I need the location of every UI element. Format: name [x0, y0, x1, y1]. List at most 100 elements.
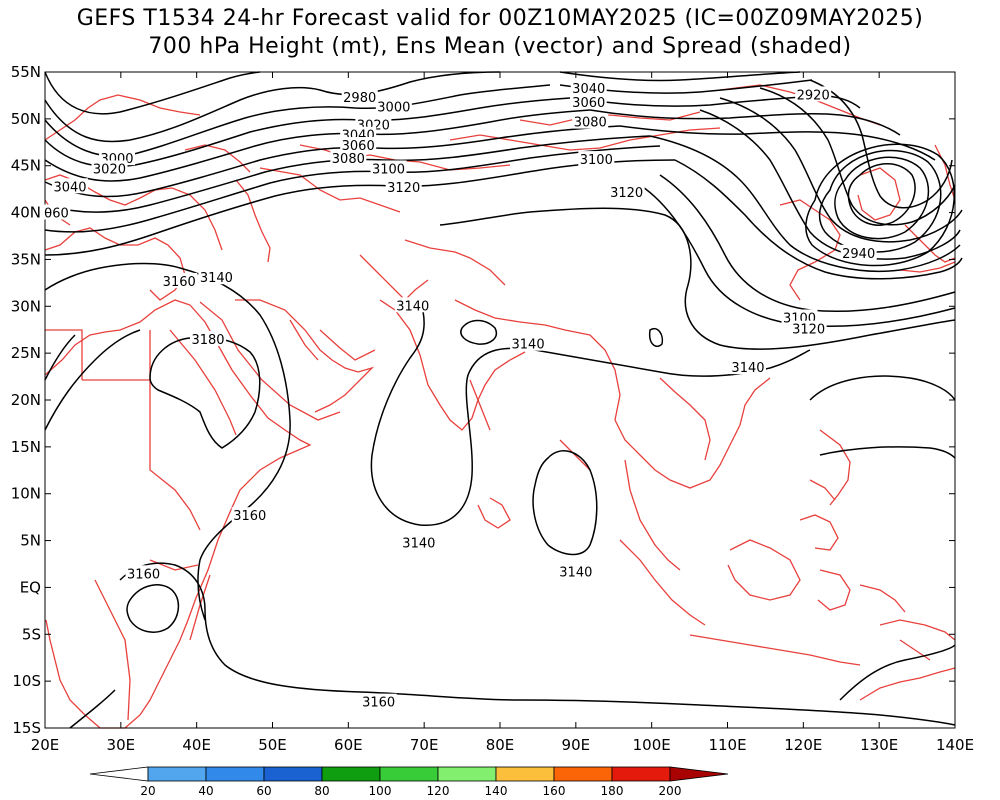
contour-label-bg	[340, 137, 377, 153]
colorbar-label: 80	[314, 784, 329, 798]
contour-label: 3160	[362, 696, 395, 711]
colorbar-label: 20	[140, 784, 155, 798]
colorbar-swatch	[379, 766, 439, 782]
contour-label: 3060	[572, 96, 605, 111]
contour-label-bg	[608, 183, 645, 199]
lon-label: 20E	[31, 736, 60, 754]
contour-label-bg	[570, 79, 607, 95]
lat-label: 50N	[11, 110, 41, 128]
contour-label-bg	[231, 507, 268, 523]
contour-label: 3000	[377, 101, 410, 116]
spread-colorbar: 20 40 60 80 100 120 140 160 180 200	[89, 766, 729, 798]
lat-label: 15N	[11, 438, 41, 456]
contour-label-bg	[578, 151, 615, 167]
colorbar-label: 160	[543, 784, 566, 798]
contour-label: 2920	[797, 88, 830, 103]
colorbar-label: 140	[485, 784, 508, 798]
lat-label: 20N	[11, 391, 41, 409]
lat-label: 10S	[12, 672, 41, 690]
colorbar-swatch	[321, 766, 381, 782]
lon-label: 40E	[182, 736, 211, 754]
contour-label: 3180	[191, 333, 224, 348]
contour-label-bg	[795, 86, 832, 102]
contour-label: 2980	[343, 91, 376, 106]
contour-label-bg	[42, 204, 71, 220]
chart-title: GEFS T1534 24-hr Forecast valid for 00Z1…	[76, 6, 924, 31]
contour-label: 3040	[53, 180, 86, 195]
contour-label-bg	[341, 89, 378, 105]
contour-label: 3120	[387, 181, 420, 196]
contour-label-bg	[91, 160, 128, 176]
contour-label-bg	[370, 160, 407, 176]
contour-label-bg	[400, 534, 437, 550]
contour-label: 3100	[372, 162, 405, 177]
colorbar-swatch	[611, 766, 671, 782]
lat-label: 35N	[11, 250, 41, 268]
contour-label-bg	[375, 98, 412, 114]
lon-label: 130E	[860, 736, 898, 754]
lon-label: 30E	[107, 736, 136, 754]
lat-label: 25N	[11, 344, 41, 362]
contour-label-bg	[557, 563, 594, 579]
colorbar-arrow-high	[669, 766, 729, 782]
height-contours-layer	[44, 71, 963, 729]
contour-labels: 2980300030203040306030803100312030003020…	[42, 79, 877, 711]
contour-label: 3120	[792, 323, 825, 338]
contour-label-bg	[161, 272, 198, 288]
lon-label: 50E	[258, 736, 287, 754]
contour-label-bg	[330, 150, 367, 166]
contour-label-bg	[572, 113, 609, 129]
contour-label-bg	[198, 269, 235, 285]
contour-label-bg	[360, 693, 397, 709]
lat-label: 40N	[11, 204, 41, 222]
contour-label: 3120	[610, 186, 643, 201]
lat-label: 10N	[11, 485, 41, 503]
contour-label: 3140	[559, 565, 592, 580]
contour-label: 3140	[402, 536, 435, 551]
latitude-axis: 55N 50N 45N 40N 35N 30N 25N 20N 15N 10N 5N EQ 5S 10S 1…	[11, 63, 955, 737]
contour-label-bg	[840, 244, 877, 260]
contour-label: 3140	[200, 271, 233, 286]
contour-label-bg	[385, 179, 422, 195]
contour-label-bg	[570, 93, 607, 109]
contour-label: 3140	[731, 361, 764, 376]
contour-label: 3140	[512, 338, 545, 353]
longitude-axis: 20E 30E 40E 50E 60E 70E 80E 90E 100E 110E 120E 130E…	[31, 72, 974, 754]
contour-label-bg	[52, 178, 89, 194]
contour-label-bg	[510, 335, 547, 351]
colorbar-label: 100	[369, 784, 392, 798]
lat-label: 45N	[11, 157, 41, 175]
contour-label-bg	[729, 359, 766, 375]
colorbar-swatch	[495, 766, 555, 782]
lat-label: 30N	[11, 297, 41, 315]
lon-label: 70E	[410, 736, 439, 754]
lon-label: 100E	[633, 736, 671, 754]
contour-label-bg	[190, 331, 227, 347]
colorbar-swatch	[263, 766, 323, 782]
lon-label: 80E	[486, 736, 515, 754]
colorbar-swatch	[205, 766, 265, 782]
lon-label: 120E	[784, 736, 822, 754]
lat-label: EQ	[20, 578, 41, 596]
lat-label: 55N	[11, 63, 41, 81]
colorbar-swatch	[147, 766, 207, 782]
lat-label: 15S	[12, 719, 41, 737]
lon-label: 140E	[936, 736, 974, 754]
lon-label: 110E	[708, 736, 746, 754]
contour-label: 3040	[572, 82, 605, 97]
colorbar-label: 120	[427, 784, 450, 798]
contour-label: 3160	[163, 275, 196, 290]
contour-label: 3020	[93, 162, 126, 177]
contour-label: 3100	[580, 153, 613, 168]
contour-label: 2940	[842, 247, 875, 262]
colorbar-swatch	[553, 766, 613, 782]
contour-label: 3160	[127, 567, 160, 582]
colorbar-label: 60	[256, 784, 271, 798]
colorbar-label: 40	[198, 784, 213, 798]
contour-label: 3080	[332, 152, 365, 167]
lon-label: 90E	[562, 736, 591, 754]
contour-label: 3160	[233, 509, 266, 524]
contour-label: 3140	[396, 299, 429, 314]
contour-label-bg	[125, 565, 162, 581]
